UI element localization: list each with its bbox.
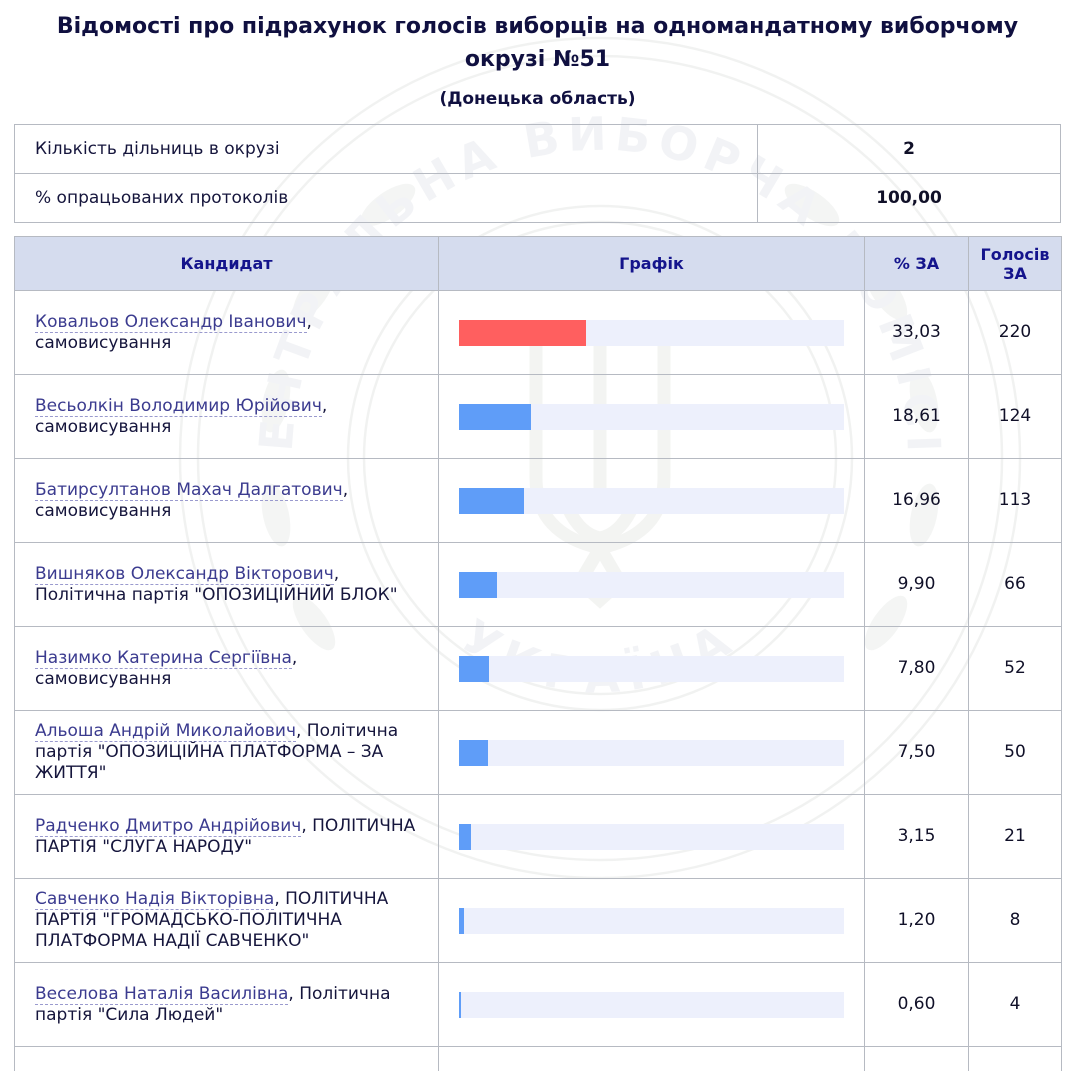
results-table: Кандидат Графік % ЗА Голосів ЗА Ковальов… <box>14 236 1062 1071</box>
result-bar <box>459 320 586 346</box>
summary-table: Кількість дільниць в окрузі 2 % опрацьов… <box>14 124 1061 223</box>
result-bar <box>459 572 497 598</box>
summary-label: Кількість дільниць в окрузі <box>15 125 758 174</box>
page-title: Відомості про підрахунок голосів виборці… <box>14 10 1061 76</box>
candidate-cell: Савченко Надія Вікторівна, ПОЛІТИЧНА ПАР… <box>15 879 439 963</box>
graph-cell <box>439 711 865 795</box>
result-bar-track <box>459 572 844 598</box>
page-subtitle: (Донецька область) <box>14 89 1061 109</box>
candidate-row: Савченко Надія Вікторівна, ПОЛІТИЧНА ПАР… <box>15 879 1062 963</box>
votes-cell: 8 <box>969 879 1062 963</box>
candidate-link[interactable]: Назимко Катерина Сергіївна <box>35 648 292 669</box>
result-bar <box>459 908 464 934</box>
candidate-link[interactable]: Радченко Дмитро Андрійович <box>35 816 301 837</box>
candidate-link[interactable]: Альоша Андрій Миколайович <box>35 721 296 742</box>
candidate-link[interactable]: Веселова Наталія Василівна <box>35 984 288 1005</box>
candidate-cell: Альоша Андрій Миколайович, Політична пар… <box>15 711 439 795</box>
percent-cell: 9,90 <box>865 543 969 627</box>
candidate-link[interactable]: Весьолкін Володимир Юрійович <box>35 396 322 417</box>
candidate-row: Веселова Наталія Василівна, Політична па… <box>15 963 1062 1047</box>
graph-cell <box>439 291 865 375</box>
summary-value: 2 <box>758 125 1061 174</box>
candidate-cell: Ковальов Олександр Іванович, самовисуван… <box>15 291 439 375</box>
header-graph: Графік <box>439 237 865 291</box>
results-header-row: Кандидат Графік % ЗА Голосів ЗА <box>15 237 1062 291</box>
candidate-row: Весьолкін Володимир Юрійович, самовисува… <box>15 375 1062 459</box>
result-bar <box>459 992 461 1018</box>
result-bar-track <box>459 656 844 682</box>
summary-row-precincts: Кількість дільниць в окрузі 2 <box>15 125 1061 174</box>
result-bar-track <box>459 320 844 346</box>
percent-cell: 33,03 <box>865 291 969 375</box>
votes-cell: 66 <box>969 543 1062 627</box>
cutoff-row <box>15 1047 1062 1071</box>
candidate-row: Ковальов Олександр Іванович, самовисуван… <box>15 291 1062 375</box>
summary-value: 100,00 <box>758 174 1061 223</box>
header-votes: Голосів ЗА <box>969 237 1062 291</box>
result-bar-track <box>459 992 844 1018</box>
candidate-row: Назимко Катерина Сергіївна, самовисуванн… <box>15 627 1062 711</box>
candidate-cell: Назимко Катерина Сергіївна, самовисуванн… <box>15 627 439 711</box>
candidate-link[interactable]: Ковальов Олександр Іванович <box>35 312 307 333</box>
votes-cell: 50 <box>969 711 1062 795</box>
result-bar <box>459 824 471 850</box>
votes-cell: 124 <box>969 375 1062 459</box>
summary-row-protocols: % опрацьованих протоколів 100,00 <box>15 174 1061 223</box>
candidate-cell: Весьолкін Володимир Юрійович, самовисува… <box>15 375 439 459</box>
candidate-link[interactable]: Батирсултанов Махач Далгатович <box>35 480 343 501</box>
votes-cell: 52 <box>969 627 1062 711</box>
percent-cell: 3,15 <box>865 795 969 879</box>
votes-cell: 4 <box>969 963 1062 1047</box>
result-bar <box>459 656 489 682</box>
candidate-row: Альоша Андрій Миколайович, Політична пар… <box>15 711 1062 795</box>
graph-cell <box>439 963 865 1047</box>
candidate-row: Вишняков Олександр Вікторович, Політична… <box>15 543 1062 627</box>
graph-cell <box>439 627 865 711</box>
candidate-cell: Вишняков Олександр Вікторович, Політична… <box>15 543 439 627</box>
candidate-link[interactable]: Вишняков Олександр Вікторович <box>35 564 334 585</box>
result-bar <box>459 404 531 430</box>
result-bar-track <box>459 908 844 934</box>
header-percent: % ЗА <box>865 237 969 291</box>
results-body: Ковальов Олександр Іванович, самовисуван… <box>15 291 1062 1071</box>
graph-cell <box>439 459 865 543</box>
result-bar-track <box>459 404 844 430</box>
candidate-row: Радченко Дмитро Андрійович, ПОЛІТИЧНА ПА… <box>15 795 1062 879</box>
candidate-link[interactable]: Савченко Надія Вікторівна <box>35 889 274 910</box>
percent-cell: 16,96 <box>865 459 969 543</box>
percent-cell: 7,80 <box>865 627 969 711</box>
graph-cell <box>439 879 865 963</box>
result-bar-track <box>459 824 844 850</box>
result-bar-track <box>459 740 844 766</box>
percent-cell: 1,20 <box>865 879 969 963</box>
graph-cell <box>439 375 865 459</box>
graph-cell <box>439 543 865 627</box>
votes-cell: 113 <box>969 459 1062 543</box>
header-candidate: Кандидат <box>15 237 439 291</box>
candidate-cell: Радченко Дмитро Андрійович, ПОЛІТИЧНА ПА… <box>15 795 439 879</box>
result-bar <box>459 740 488 766</box>
graph-cell <box>439 795 865 879</box>
result-bar-track <box>459 488 844 514</box>
candidate-cell: Батирсултанов Махач Далгатович, самовису… <box>15 459 439 543</box>
votes-cell: 21 <box>969 795 1062 879</box>
result-bar <box>459 488 524 514</box>
candidate-row: Батирсултанов Махач Далгатович, самовису… <box>15 459 1062 543</box>
summary-label: % опрацьованих протоколів <box>15 174 758 223</box>
percent-cell: 7,50 <box>865 711 969 795</box>
candidate-cell: Веселова Наталія Василівна, Політична па… <box>15 963 439 1047</box>
percent-cell: 0,60 <box>865 963 969 1047</box>
votes-cell: 220 <box>969 291 1062 375</box>
percent-cell: 18,61 <box>865 375 969 459</box>
